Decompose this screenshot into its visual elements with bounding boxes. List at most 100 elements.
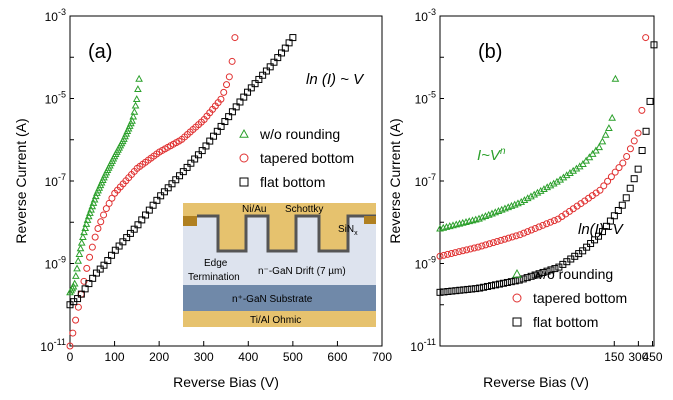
inset-label-edge: Edge — [204, 258, 228, 269]
data-point — [543, 183, 552, 191]
inset-label-schottky: Schottky — [285, 204, 323, 215]
legend-label-w-o-rounding: w/o rounding — [532, 266, 613, 282]
data-point — [489, 239, 497, 247]
data-point — [582, 156, 591, 164]
data-point — [595, 232, 603, 240]
data-point — [91, 192, 100, 200]
panel-a-label: (a) — [88, 41, 112, 63]
series-flat-bottom — [66, 34, 297, 309]
data-point — [550, 217, 558, 225]
data-point — [622, 194, 630, 202]
data-point — [543, 220, 551, 228]
data-point — [540, 185, 548, 192]
data-point — [543, 267, 551, 275]
y-tick-label: 10-7 — [45, 172, 66, 189]
data-point — [119, 238, 127, 246]
data-point — [83, 264, 91, 272]
data-point — [464, 285, 472, 293]
y-tick-label: 10-11 — [410, 337, 436, 354]
data-point — [134, 85, 142, 93]
inset-ohmic-layer — [183, 311, 376, 327]
data-point — [474, 243, 482, 251]
inset-label-ohmic: Ti/Al Ohmic — [250, 315, 301, 326]
panel-a-series — [66, 34, 297, 350]
data-point — [142, 211, 150, 219]
data-point — [596, 186, 604, 194]
legend-label-tapered-bottom: tapered bottom — [533, 290, 627, 306]
legend-label-flat-bottom: flat bottom — [260, 174, 325, 190]
data-point — [638, 147, 646, 155]
data-point — [77, 290, 85, 298]
data-point — [102, 205, 110, 213]
series-tapered-bottom — [66, 34, 239, 350]
inset-label-substrate: n⁺-GaN Substrate — [232, 294, 313, 305]
y-tick-label: 10-5 — [45, 90, 66, 107]
data-point — [511, 277, 519, 285]
data-point — [508, 233, 516, 241]
data-point — [228, 57, 236, 65]
data-point — [69, 329, 77, 337]
data-point — [191, 155, 199, 163]
data-point — [527, 272, 535, 280]
y-tick-label: 10-7 — [415, 172, 436, 189]
panel-b-series — [436, 34, 658, 296]
data-point — [111, 246, 119, 254]
data-point — [126, 229, 134, 237]
data-point — [74, 303, 82, 311]
data-point — [630, 175, 638, 183]
data-point — [517, 197, 526, 205]
data-point — [520, 196, 529, 204]
x-tick-label: 300 — [628, 350, 648, 364]
y-tick-label: 10-9 — [415, 255, 436, 272]
data-point — [232, 103, 240, 111]
data-point — [602, 222, 610, 230]
panel-a-x-ticks: 0 100 200 300 400 500 600 700 — [67, 341, 392, 364]
data-point — [553, 177, 561, 185]
data-point — [91, 233, 99, 241]
data-point — [611, 168, 619, 176]
data-point — [503, 278, 511, 286]
data-point — [527, 192, 535, 200]
data-point — [104, 257, 112, 265]
data-point — [650, 41, 658, 49]
data-point — [240, 93, 248, 101]
x-tick-label: 450 — [642, 350, 662, 364]
data-point — [130, 107, 139, 115]
data-point — [231, 34, 239, 42]
data-point — [459, 247, 467, 255]
data-point — [460, 286, 468, 294]
y-tick-label: 10-3 — [45, 7, 66, 24]
legend-marker-flat-bottom — [512, 317, 522, 327]
data-point — [447, 249, 455, 257]
legend-marker-tapered-bottom — [239, 153, 249, 163]
panel-b-power-law-annotation: I~Vn — [477, 146, 506, 164]
legend-marker-flat-bottom — [239, 177, 249, 187]
data-point — [619, 159, 627, 167]
data-point — [480, 283, 488, 291]
data-point — [608, 113, 617, 121]
panel-a-x-axis-label: Reverse Bias (V) — [173, 374, 279, 390]
data-point — [153, 196, 161, 204]
data-point — [536, 186, 545, 194]
data-point — [444, 250, 452, 258]
series-tapered-bottom — [436, 34, 650, 260]
data-point — [89, 274, 97, 282]
data-point — [501, 235, 509, 243]
data-point — [547, 266, 555, 274]
x-tick-label: 500 — [283, 350, 303, 364]
data-point — [130, 225, 138, 233]
data-point — [145, 206, 153, 214]
data-point — [546, 181, 555, 189]
data-point — [187, 159, 195, 167]
panel-a-y-ticks: 10-11 10-9 10-7 10-5 10-3 — [40, 7, 74, 354]
data-point — [531, 224, 539, 232]
data-point — [614, 206, 622, 214]
panel-b-label: (b) — [478, 41, 502, 63]
data-point — [588, 149, 597, 157]
legend-marker-w-o-rounding — [239, 128, 249, 138]
legend-label-w-o-rounding: w/o rounding — [259, 126, 340, 142]
data-point — [476, 284, 484, 292]
data-point — [610, 212, 618, 220]
